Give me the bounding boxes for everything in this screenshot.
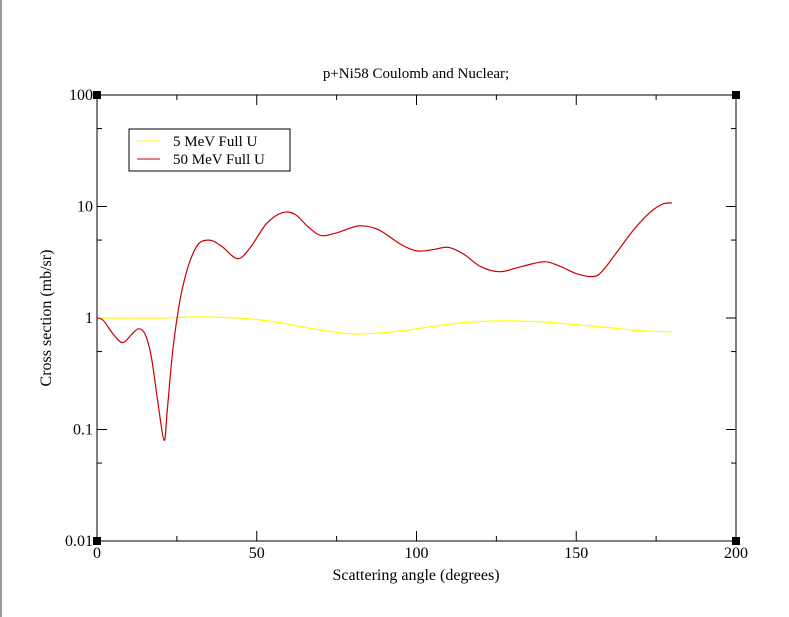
- axis-tick-labels: 0 50 100 150 200 0.01 0.1 1 10 100: [65, 87, 748, 562]
- legend: 5 MeV Full U 50 MeV Full U: [128, 128, 291, 172]
- series-line-1: [96, 202, 673, 441]
- y-tick-label-3: 10: [77, 199, 93, 216]
- corner-marker-3: [732, 537, 740, 545]
- corner-marker-0: [93, 91, 101, 99]
- series-layer: [96, 202, 673, 441]
- x-tick-label-2: 100: [405, 545, 429, 562]
- y-tick-label-0: 0.01: [65, 533, 93, 550]
- y-tick-label-2: 1: [85, 310, 93, 327]
- corner-marker-1: [732, 91, 740, 99]
- y-tick-label-1: 0.1: [73, 422, 93, 439]
- x-tick-label-3: 150: [564, 545, 588, 562]
- y-tick-label-4: 100: [69, 87, 93, 104]
- legend-box: [128, 128, 291, 172]
- legend-label-50mev: 50 MeV Full U: [173, 152, 265, 168]
- x-tick-label-0: 0: [93, 545, 101, 562]
- legend-label-5mev: 5 MeV Full U: [173, 134, 257, 150]
- x-tick-label-4: 200: [724, 545, 748, 562]
- y-axis-label: Cross section (mb/sr): [38, 250, 55, 387]
- corner-markers: [93, 91, 740, 545]
- chart-title: p+Ni58 Coulomb and Nuclear;: [323, 66, 509, 82]
- window-left-edge: [0, 0, 2, 617]
- x-tick-label-1: 50: [249, 545, 265, 562]
- corner-marker-2: [93, 537, 101, 545]
- x-axis-label: Scattering angle (degrees): [332, 567, 499, 584]
- series-line-0: [96, 316, 673, 335]
